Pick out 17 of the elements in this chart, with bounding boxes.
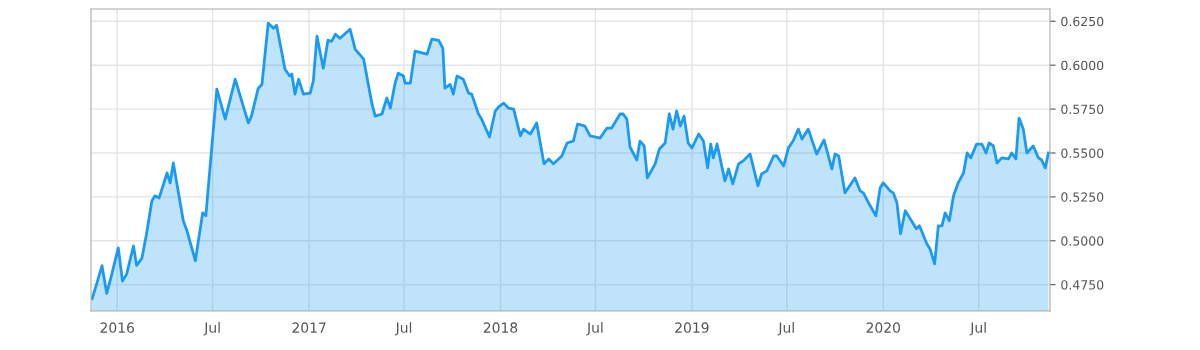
y-tick-label: 0.5000 <box>1061 236 1104 246</box>
y-tick-label: 0.4750 <box>1061 280 1104 290</box>
x-tick-label: 2020 <box>866 322 901 333</box>
y-tick-label: 0.5750 <box>1061 104 1104 115</box>
x-tick-label: Jul <box>777 322 794 336</box>
x-tick-label: Jul <box>394 322 412 336</box>
x-tick-label: 2016 <box>100 322 135 333</box>
x-tick-label: 2019 <box>675 322 709 333</box>
y-tick-label: 0.5500 <box>1061 148 1104 158</box>
y-tick-label: 0.6000 <box>1061 60 1104 71</box>
x-tick-label: Jul <box>203 322 220 336</box>
y-tick-label: 0.6250 <box>1061 16 1104 27</box>
x-tick-label: 2017 <box>292 322 326 333</box>
x-tick-label: Jul <box>586 322 603 336</box>
y-tick-label: 0.5250 <box>1061 192 1104 202</box>
x-tick-label: Jul <box>969 322 986 336</box>
x-tick-label: 2018 <box>483 322 518 333</box>
